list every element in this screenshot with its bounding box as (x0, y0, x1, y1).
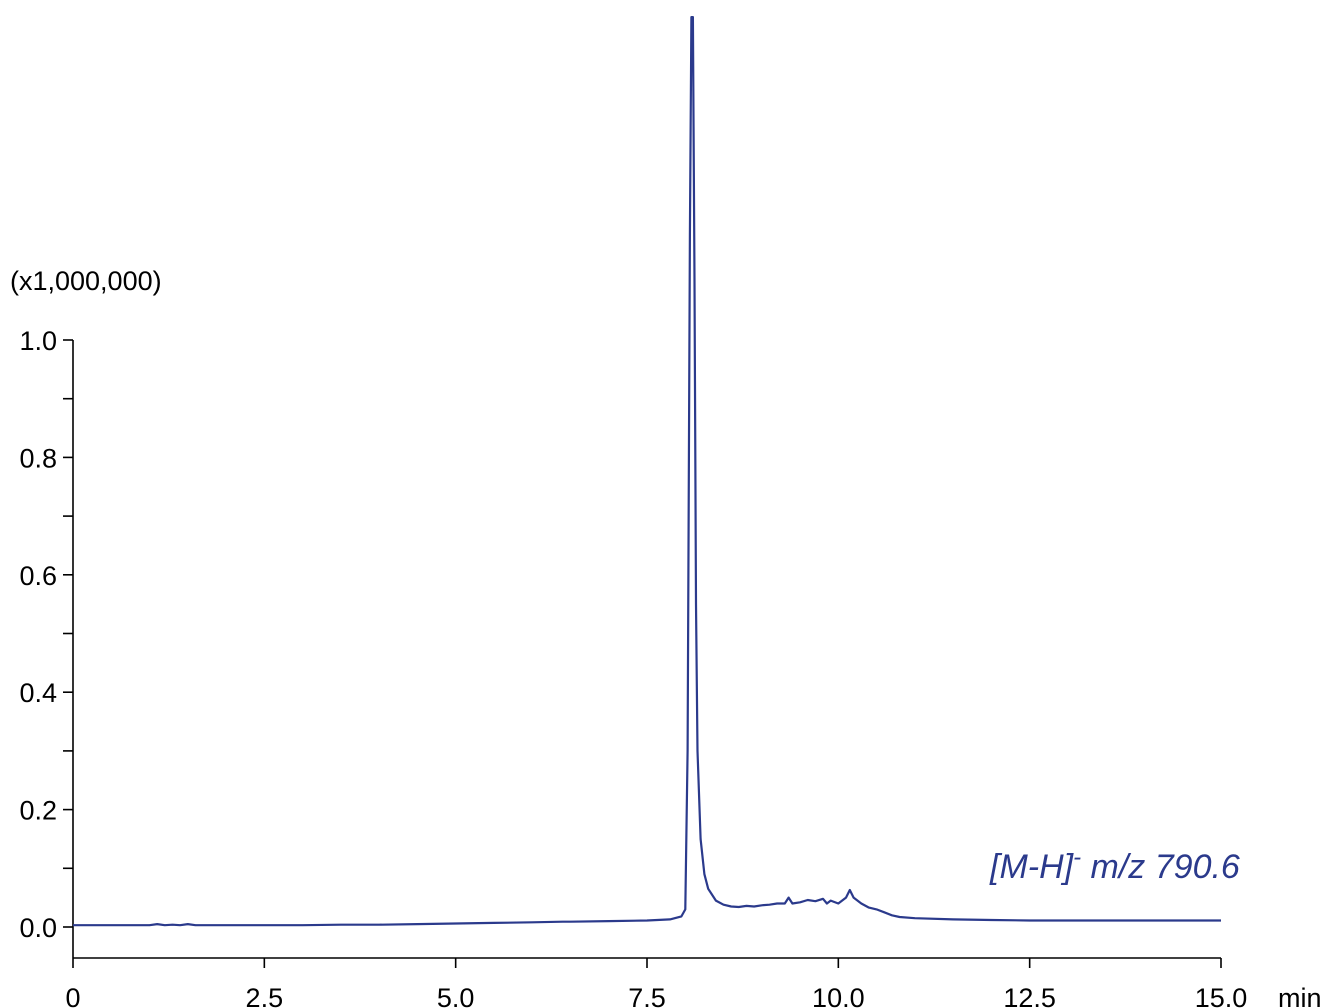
y-tick-label: 0.8 (19, 443, 57, 473)
y-tick-label: 1.0 (19, 326, 57, 356)
x-tick-label: 15.0 (1195, 983, 1248, 1008)
trace-line (73, 16, 1221, 927)
y-tick-label: 0.4 (19, 678, 57, 708)
x-tick-label: 2.5 (246, 983, 284, 1008)
ion-mz-label: m/z 790.6 (1081, 848, 1240, 886)
ion-annotation: [M-H]- m/z 790.6 (989, 844, 1240, 886)
ion-label: [M-H] (989, 848, 1075, 886)
y-ticks: 0.0 0.2 0.4 0.6 0.8 1.0 (19, 326, 73, 943)
x-unit-label: min (1278, 983, 1322, 1008)
x-tick-label: 5.0 (437, 983, 475, 1008)
ion-charge-superscript: - (1073, 844, 1081, 871)
x-tick-label: 7.5 (628, 983, 666, 1008)
y-tick-label: 0.0 (19, 913, 57, 943)
y-tick-label: 0.6 (19, 561, 57, 591)
x-tick-label: 10.0 (812, 983, 865, 1008)
y-tick-label: 0.2 (19, 796, 57, 826)
y-multiplier-label: (x1,000,000) (10, 266, 162, 296)
x-ticks: 0 2.5 5.0 7.5 10.0 12.5 15.0 (65, 958, 1247, 1008)
x-tick-label: 0 (65, 983, 80, 1008)
x-tick-label: 12.5 (1003, 983, 1056, 1008)
